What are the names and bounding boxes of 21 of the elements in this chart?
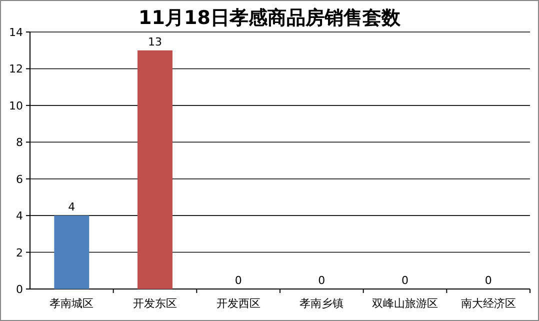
x-tick-label: 南大经济区 bbox=[460, 297, 516, 310]
x-tick-label: 开发西区 bbox=[216, 297, 260, 310]
x-tick-label: 孝南乡镇 bbox=[300, 297, 344, 310]
y-tick-label: 14 bbox=[9, 26, 23, 39]
y-tick-label: 10 bbox=[9, 99, 23, 112]
data-label: 13 bbox=[148, 35, 162, 48]
x-tick-label: 孝南城区 bbox=[50, 297, 94, 310]
data-label: 0 bbox=[484, 274, 492, 287]
chart-title: 11月18日孝感商品房销售套数 bbox=[138, 7, 402, 29]
y-tick-label: 0 bbox=[16, 283, 23, 296]
data-label: 0 bbox=[234, 274, 242, 287]
data-label: 0 bbox=[402, 274, 408, 287]
y-tick-label: 4 bbox=[16, 210, 23, 223]
y-tick-label: 6 bbox=[16, 172, 23, 186]
data-label: 4 bbox=[68, 200, 76, 214]
x-tick-label: 双峰山旅游区 bbox=[372, 297, 438, 310]
y-tick-label: 12 bbox=[9, 62, 23, 76]
y-tick-label: 8 bbox=[16, 136, 23, 150]
y-tick-label: 2 bbox=[16, 246, 23, 260]
x-tick-label: 开发东区 bbox=[133, 297, 177, 310]
data-label: 0 bbox=[318, 274, 326, 287]
